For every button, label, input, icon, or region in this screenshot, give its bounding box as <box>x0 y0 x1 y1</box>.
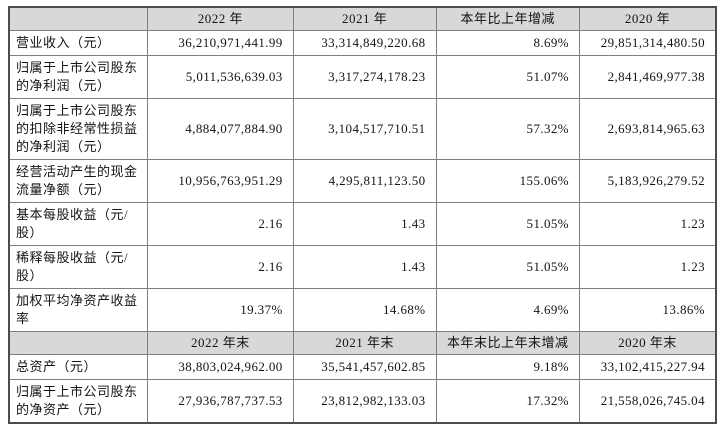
value-cell: 19.37% <box>147 288 294 332</box>
value-cell: 33,102,415,227.94 <box>579 354 717 380</box>
column-header: 2021 年末 <box>292 331 437 355</box>
value-cell: 9.18% <box>435 354 581 380</box>
value-cell: 4.69% <box>435 288 581 332</box>
value-cell: 10,956,763,951.29 <box>147 159 294 203</box>
value-cell: 13.86% <box>579 288 717 332</box>
row-label: 归属于上市公司股东的扣除非经常性损益的净利润（元） <box>8 98 149 160</box>
value-cell: 1.43 <box>292 202 437 246</box>
row-label: 经营活动产生的现金流量净额（元） <box>8 159 149 203</box>
table-row: 经营活动产生的现金流量净额（元） 10,956,763,951.29 4,295,8… <box>8 159 717 203</box>
financial-table-body: 2022 年 2021 年本年比上年增减 2020 年营业收入（元） 36,210,9… <box>8 6 717 424</box>
table-header-row-2: 2022 年末 2021 年末 本年末比上年末增减 2020 年末 <box>8 331 717 355</box>
row-label: 营业收入（元） <box>8 30 149 56</box>
table-row: 稀释每股收益（元/股） 2.16 1.43 51.05% 1.23 <box>8 245 717 289</box>
value-cell: 8.69% <box>435 30 581 56</box>
value-cell: 3,104,517,710.51 <box>292 98 437 160</box>
header-empty-cell <box>8 331 149 355</box>
header-empty-cell <box>8 6 149 31</box>
column-header: 2022 年末 <box>147 331 294 355</box>
value-cell: 2,841,469,977.38 <box>579 55 717 99</box>
value-cell: 51.05% <box>435 202 581 246</box>
table-row: 归属于上市公司股东的净利润（元） 5,011,536,639.03 3,317,27… <box>8 55 717 99</box>
value-cell: 14.68% <box>292 288 437 332</box>
column-header: 本年末比上年末增减 <box>435 331 581 355</box>
table-row: 归属于上市公司股东的净资产（元） 27,936,787,737.53 23,812,… <box>8 379 717 424</box>
value-cell: 51.05% <box>435 245 581 289</box>
value-cell: 33,314,849,220.68 <box>292 30 437 56</box>
value-cell: 1.23 <box>579 245 717 289</box>
value-cell: 1.43 <box>292 245 437 289</box>
value-cell: 35,541,457,602.85 <box>292 354 437 380</box>
value-cell: 27,936,787,737.53 <box>147 379 294 424</box>
table-row: 基本每股收益（元/股） 2.16 1.43 51.05% 1.23 <box>8 202 717 246</box>
value-cell: 51.07% <box>435 55 581 99</box>
column-header: 2020 年 <box>579 6 717 31</box>
value-cell: 1.23 <box>579 202 717 246</box>
column-header: 2020 年末 <box>579 331 717 355</box>
value-cell: 21,558,026,745.04 <box>579 379 717 424</box>
column-header: 2022 年 <box>147 6 294 31</box>
table-row: 归属于上市公司股东的扣除非经常性损益的净利润（元） 4,884,077,884.9… <box>8 98 717 160</box>
value-cell: 3,317,274,178.23 <box>292 55 437 99</box>
row-label: 加权平均净资产收益率 <box>8 288 149 332</box>
value-cell: 4,884,077,884.90 <box>147 98 294 160</box>
table-row: 营业收入（元） 36,210,971,441.99 33,314,849,220.6… <box>8 30 717 56</box>
column-header: 本年比上年增减 <box>435 6 581 31</box>
value-cell: 4,295,811,123.50 <box>292 159 437 203</box>
value-cell: 57.32% <box>435 98 581 160</box>
value-cell: 2.16 <box>147 245 294 289</box>
table-row: 加权平均净资产收益率 19.37% 14.68% 4.69% 13.86% <box>8 288 717 332</box>
value-cell: 36,210,971,441.99 <box>147 30 294 56</box>
value-cell: 38,803,024,962.00 <box>147 354 294 380</box>
value-cell: 23,812,982,133.03 <box>292 379 437 424</box>
table-row: 总资产（元） 38,803,024,962.00 35,541,457,602.85… <box>8 354 717 380</box>
row-label: 稀释每股收益（元/股） <box>8 245 149 289</box>
value-cell: 2.16 <box>147 202 294 246</box>
financial-summary-table: 2022 年 2021 年本年比上年增减 2020 年营业收入（元） 36,210,9… <box>8 6 717 424</box>
value-cell: 2,693,814,965.63 <box>579 98 717 160</box>
row-label: 基本每股收益（元/股） <box>8 202 149 246</box>
row-label: 归属于上市公司股东的净利润（元） <box>8 55 149 99</box>
table-header-row-1: 2022 年 2021 年本年比上年增减 2020 年 <box>8 6 717 31</box>
value-cell: 155.06% <box>435 159 581 203</box>
value-cell: 17.32% <box>435 379 581 424</box>
value-cell: 5,011,536,639.03 <box>147 55 294 99</box>
value-cell: 5,183,926,279.52 <box>579 159 717 203</box>
value-cell: 29,851,314,480.50 <box>579 30 717 56</box>
row-label: 总资产（元） <box>8 354 149 380</box>
column-header: 2021 年 <box>292 6 437 31</box>
row-label: 归属于上市公司股东的净资产（元） <box>8 379 149 424</box>
